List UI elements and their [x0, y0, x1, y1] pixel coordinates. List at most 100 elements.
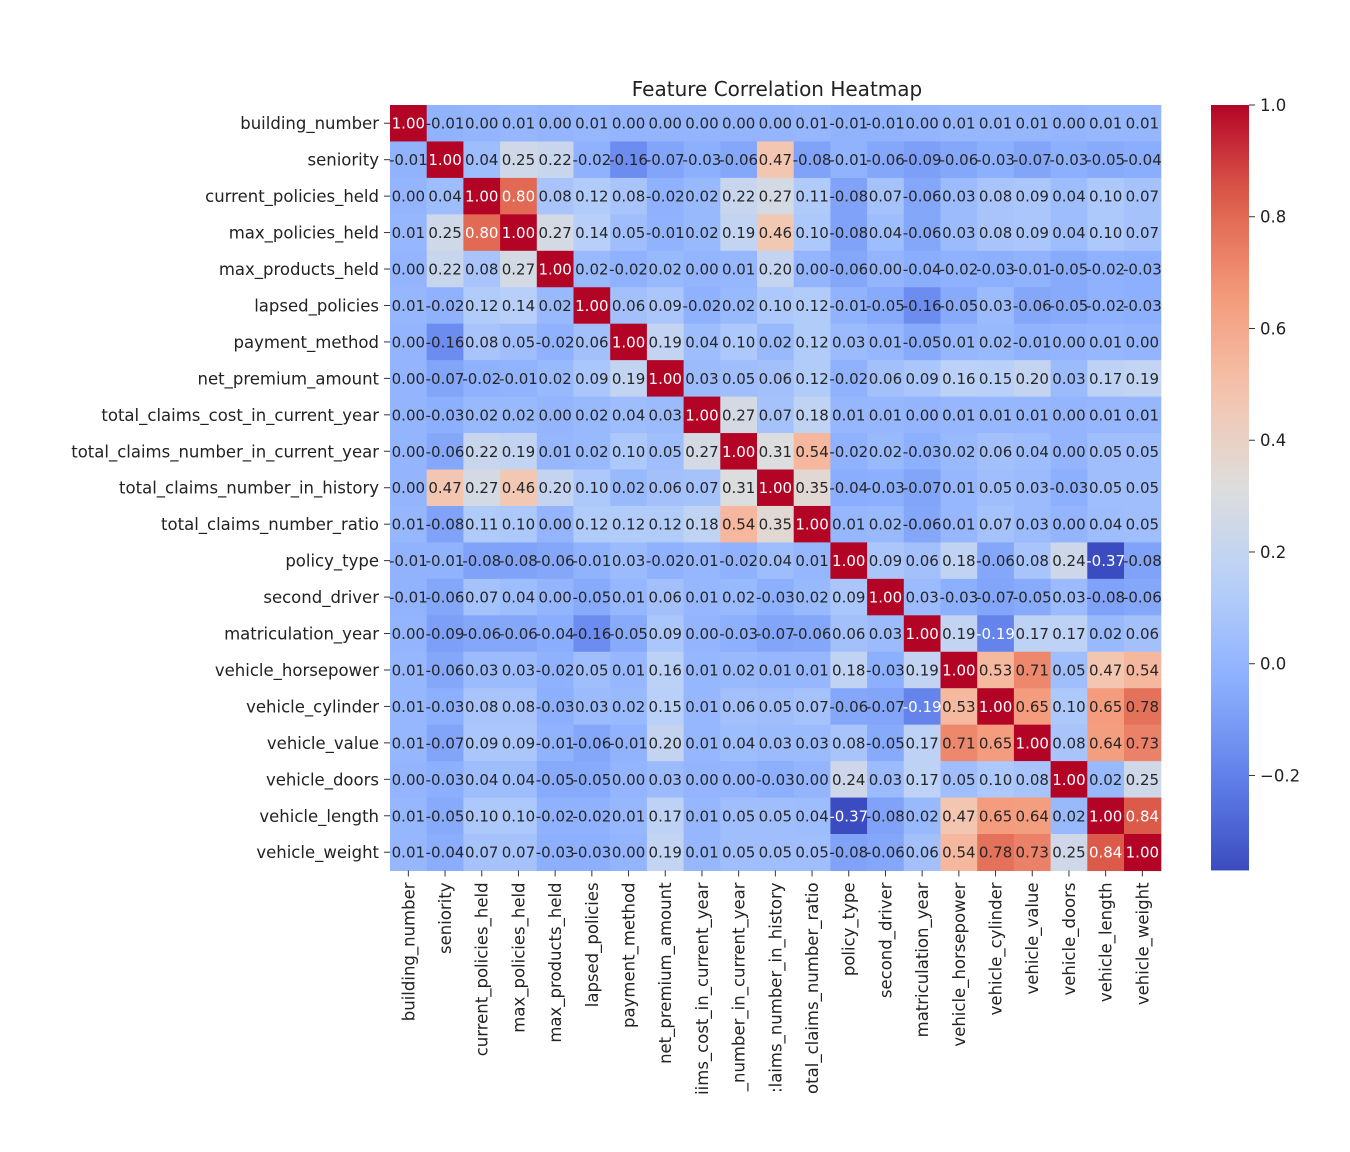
heatmap-cell: [793, 433, 831, 471]
cell-value-label: 0.04: [1052, 188, 1085, 206]
heatmap-cell: [830, 323, 868, 361]
cell-value-label: 0.05: [979, 479, 1012, 497]
cell-value-label: -0.02: [646, 552, 685, 570]
cell-value-label: 1.00: [979, 698, 1012, 716]
cell-value-label: 0.10: [612, 443, 645, 461]
heatmap-cell: [390, 141, 428, 179]
heatmap-cell: [463, 177, 501, 215]
cell-value-label: 0.01: [392, 807, 425, 825]
heatmap-cell: [500, 578, 538, 616]
heatmap-cell: [536, 396, 575, 434]
cell-value-label: 0.06: [649, 479, 682, 497]
heatmap-cell: [1013, 542, 1052, 580]
heatmap-cell: [977, 433, 1015, 471]
heatmap-cell: [683, 469, 721, 507]
heatmap-cell: [1124, 578, 1162, 616]
cell-value-label: 0.01: [1016, 115, 1049, 133]
heatmap-cell: [573, 505, 611, 543]
cell-value-label: 0.07: [979, 516, 1012, 534]
heatmap-cell: [1013, 651, 1052, 689]
cell-value-label: -0.02: [1086, 261, 1125, 279]
cell-value-label: -0.08: [1123, 552, 1162, 570]
cell-value-label: -0.06: [976, 552, 1015, 570]
cell-value-label: 0.05: [942, 771, 975, 789]
heatmap-cell: [1013, 141, 1052, 179]
cell-value-label: 0.01: [832, 516, 865, 534]
cell-value-label: -0.03: [866, 661, 905, 679]
heatmap-cell: [830, 105, 868, 143]
cell-value-label: 0.19: [502, 443, 535, 461]
cell-value-label: 0.03: [869, 771, 902, 789]
cell-value-label: -0.02: [572, 151, 611, 169]
heatmap-cell: [720, 287, 758, 325]
y-tick-label: total_claims_cost_in_current_year: [101, 406, 379, 426]
cell-value-label: -0.05: [866, 734, 905, 752]
x-tick-label: net_premium_amount: [656, 882, 676, 1064]
heatmap-cell: [500, 287, 538, 325]
cell-value-label: 0.10: [465, 807, 498, 825]
cell-value-label: -0.06: [1123, 589, 1162, 607]
cell-value-label: 0.27: [759, 188, 792, 206]
heatmap-cell: [867, 542, 905, 580]
heatmap-cell: [683, 542, 721, 580]
heatmap-cell: [977, 651, 1015, 689]
heatmap-cell: [1124, 214, 1162, 252]
cell-value-label: 1.00: [1089, 807, 1122, 825]
heatmap-cell: [610, 177, 648, 215]
cell-value-label: 0.00: [905, 115, 938, 133]
heatmap-cell: [646, 360, 685, 398]
cell-value-label: 0.01: [685, 734, 718, 752]
y-tick-label: building_number: [240, 114, 379, 134]
heatmap-cell: [793, 578, 831, 616]
heatmap-cell: [1087, 542, 1125, 580]
heatmap-cell: [940, 542, 978, 580]
heatmap-cell: [867, 360, 905, 398]
heatmap-cell: [793, 834, 831, 872]
heatmap-cell: [757, 797, 795, 835]
heatmap-cell: [757, 287, 795, 325]
heatmap-cell: [500, 615, 538, 653]
heatmap-cell: [1124, 615, 1162, 653]
cell-value-label: 1.00: [759, 479, 792, 497]
cell-value-label: 0.02: [575, 443, 608, 461]
x-tick-label: otal_claims_number_ratio: [803, 882, 823, 1093]
heatmap-cell: [646, 542, 685, 580]
y-tick-label: max_products_held: [219, 260, 379, 280]
heatmap-cell: [867, 615, 905, 653]
cell-value-label: 1.00: [1016, 734, 1049, 752]
heatmap-cell: [720, 214, 758, 252]
heatmap-cell: [536, 360, 575, 398]
cell-value-label: 0.10: [979, 771, 1012, 789]
cell-value-label: 0.00: [1052, 333, 1085, 351]
heatmap-cell: [500, 724, 538, 762]
heatmap-cell: [1050, 615, 1088, 653]
heatmap-cell: [977, 323, 1015, 361]
heatmap-cell: [1124, 141, 1162, 179]
cell-value-label: -0.01: [426, 552, 465, 570]
cell-value-label: 0.08: [538, 188, 571, 206]
heatmap-cell: [830, 214, 868, 252]
cell-value-label: 0.27: [465, 479, 498, 497]
cell-value-label: 0.00: [795, 771, 828, 789]
cell-value-label: -0.05: [536, 771, 575, 789]
cell-value-label: 0.19: [722, 224, 755, 242]
heatmap-cell: [757, 105, 795, 143]
heatmap-cell: [830, 505, 868, 543]
cell-value-label: 0.00: [1052, 115, 1085, 133]
cell-value-label: -0.03: [1050, 151, 1089, 169]
heatmap-cell: [940, 469, 978, 507]
heatmap-cell: [793, 651, 831, 689]
heatmap-cell: [757, 724, 795, 762]
heatmap-cell: [536, 323, 575, 361]
cell-value-label: 0.12: [612, 516, 645, 534]
cell-value-label: 0.01: [685, 844, 718, 862]
heatmap-cell: [390, 105, 428, 143]
cell-value-label: 0.03: [575, 698, 608, 716]
cell-value-label: -0.03: [536, 698, 575, 716]
cell-value-label: 0.01: [1089, 115, 1122, 133]
heatmap-cell: [500, 651, 538, 689]
heatmap-cell: [903, 177, 942, 215]
cell-value-label: 0.09: [465, 734, 498, 752]
cell-value-label: 0.02: [759, 333, 792, 351]
heatmap-cell: [1124, 834, 1162, 872]
